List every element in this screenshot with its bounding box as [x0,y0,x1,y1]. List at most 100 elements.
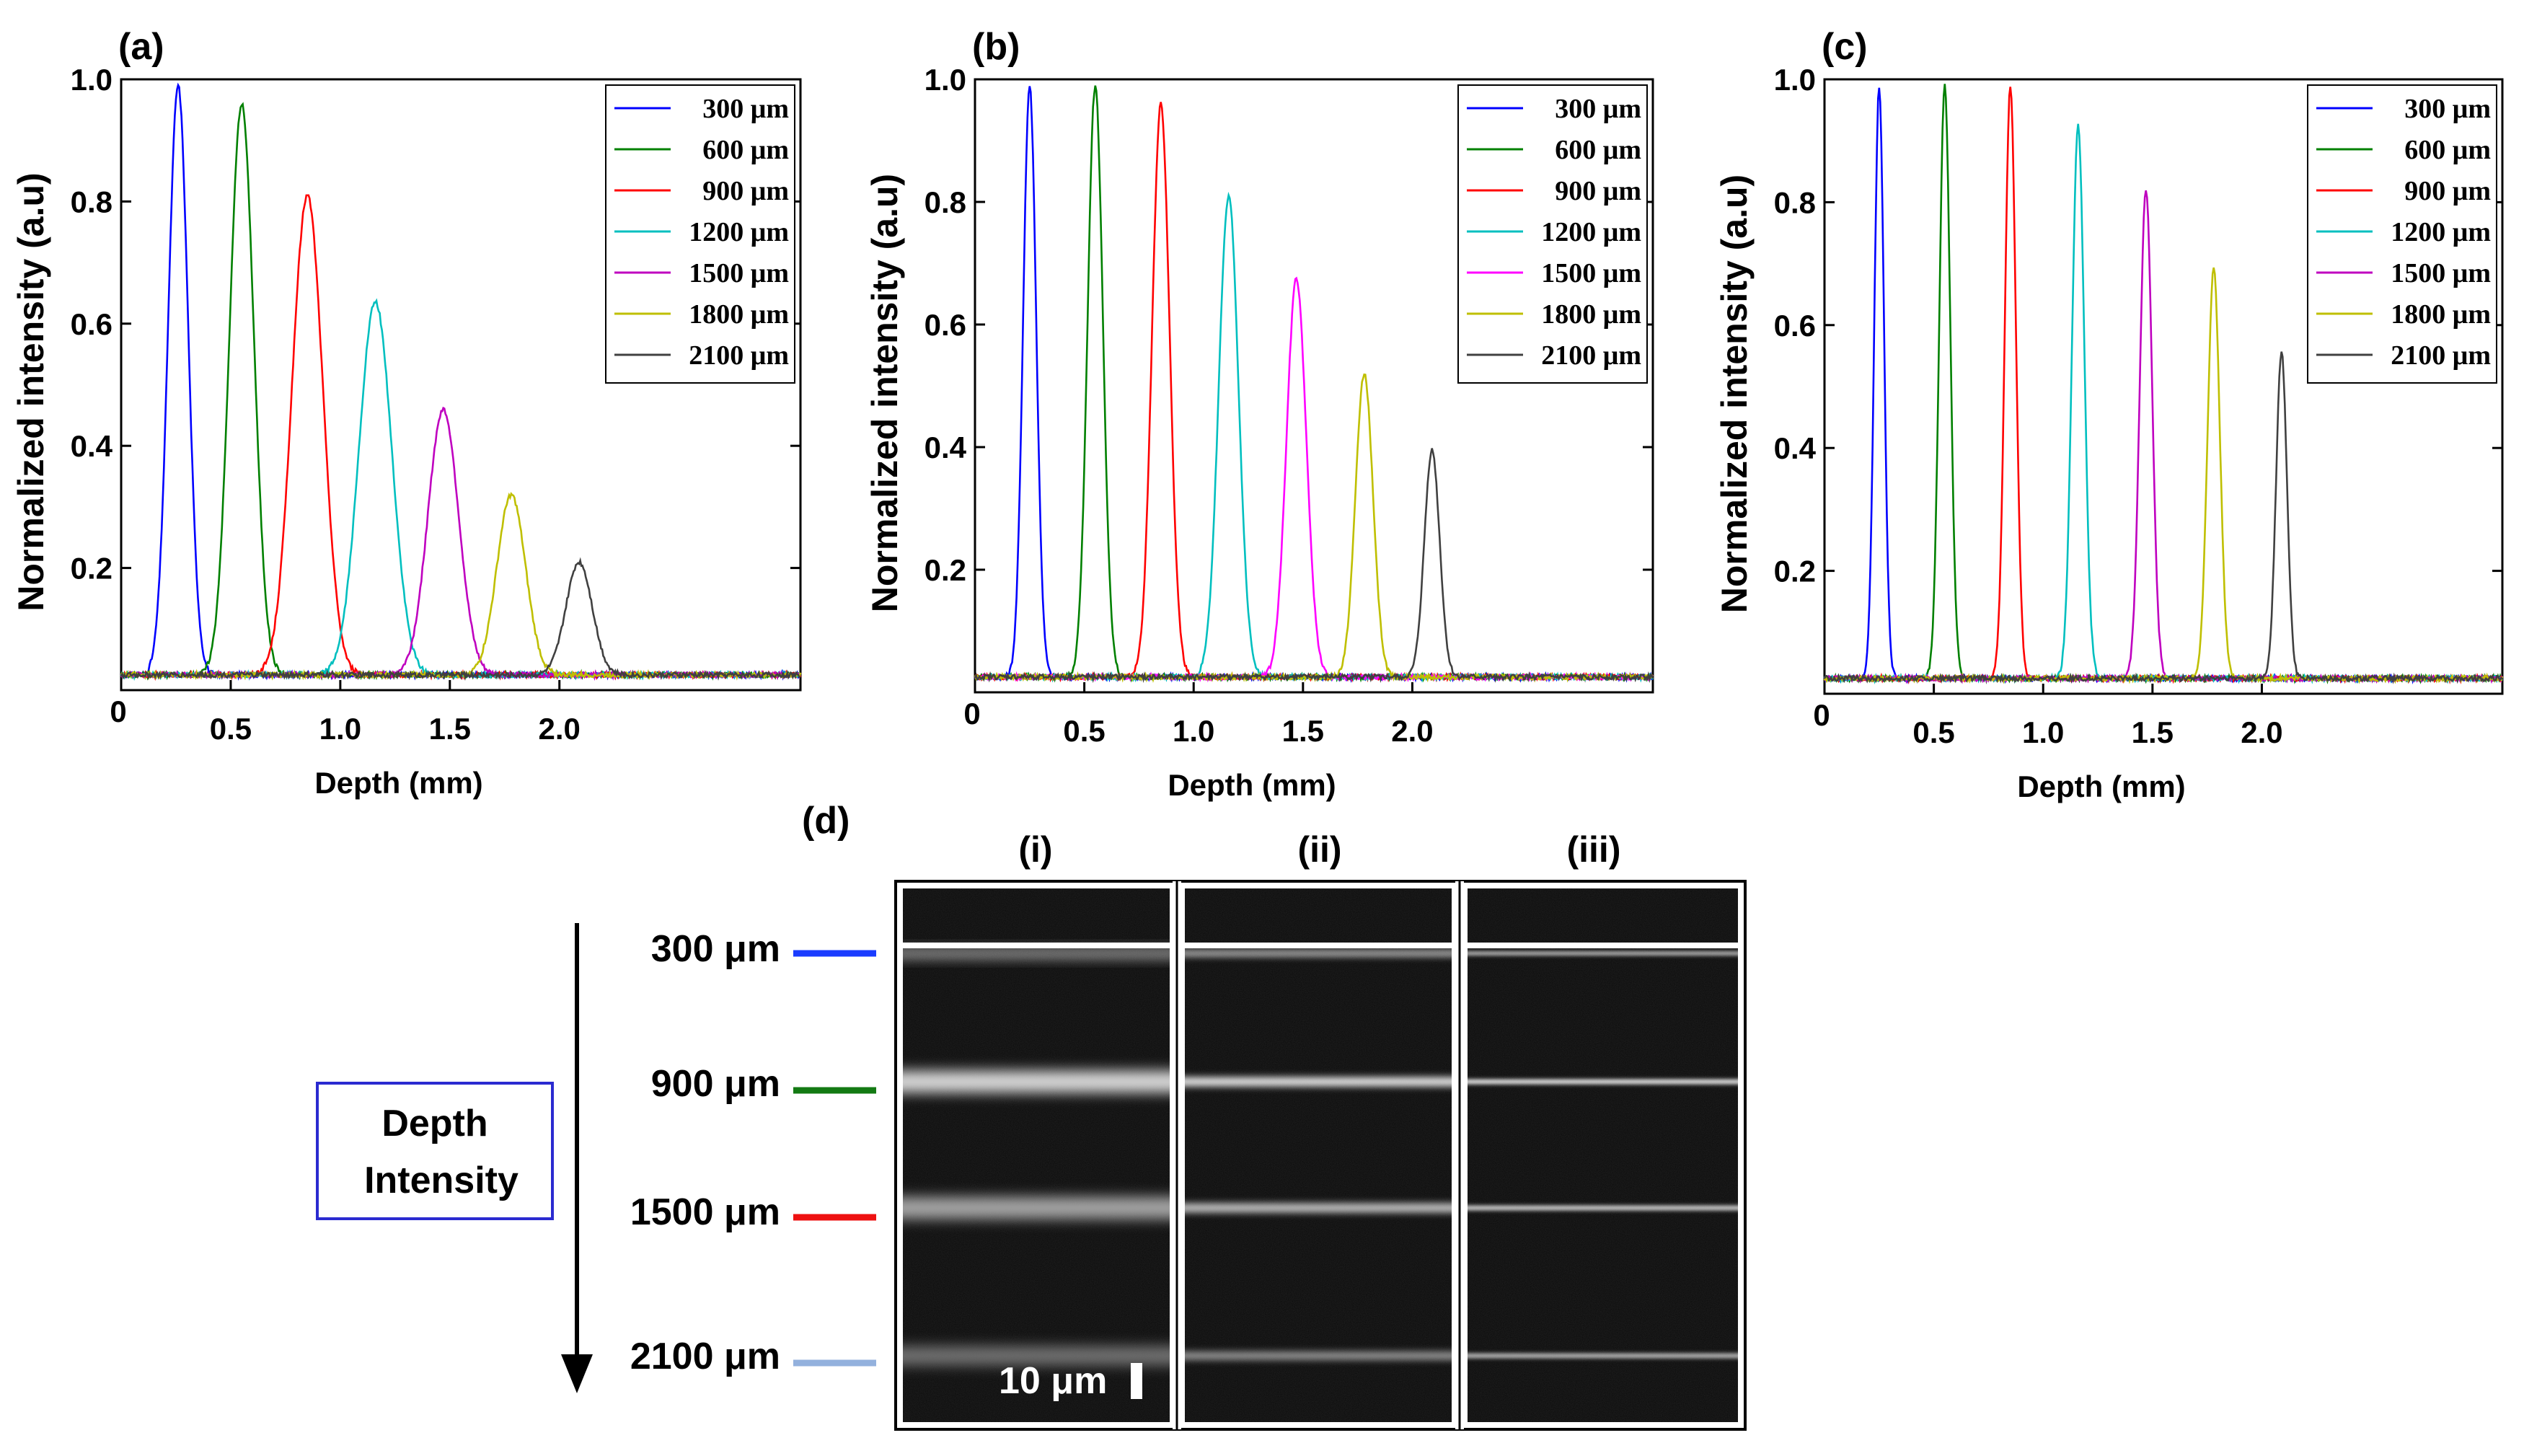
depth-marker-2100: 2100 μm [630,1336,876,1377]
y-tick-label: 0.8 [1774,185,1816,219]
legend-entry-label: 300 μm [702,94,789,124]
depth-band [1468,1206,1738,1210]
y-tick-label: 0.6 [925,308,966,342]
image-strip-iii [1468,888,1738,1422]
series-line-1500 [120,406,802,681]
y-tick-label: 0.6 [71,307,112,341]
legend-entry-label: 2100 μm [1541,340,1641,371]
x-tick-label: 1.5 [429,712,471,746]
x-axis-label: Depth (mm) [1168,768,1336,802]
legend-entry-label: 1500 μm [2391,258,2491,288]
scale-bar [1131,1363,1142,1399]
legend-entry-label: 2100 μm [2391,340,2491,371]
x-tick-label: 0.5 [1063,714,1105,748]
y-axis-label: Normalized intensity (a.u) [1714,175,1755,613]
depth-marker-label: 1500 μm [630,1191,780,1233]
column-header-i: (i) [1018,829,1052,870]
series-line-2100 [974,448,1654,684]
x-tick-label: 1.0 [319,712,361,746]
legend: 300 μm 600 μm 900 μm 1200 μm 1500 μm 1800 μm 2… [1457,84,1648,384]
depth-marker-900: 900 μm [651,1063,876,1105]
legend-entry-label: 1200 μm [689,217,789,247]
depth-band [903,1346,1170,1365]
legend-entry-label: 1800 μm [2391,299,2491,330]
plot-area-frame [120,78,802,692]
panel-label: (c) [1822,26,1868,68]
y-axis-label: Normalized intensity (a.u) [11,172,51,611]
legend-entry-label: 1200 μm [2391,217,2491,247]
y-tick-label: 0.4 [71,429,113,463]
legend-entry-label: 1200 μm [1541,217,1641,247]
y-tick-label: 0.8 [925,185,966,219]
legend-entry-label: 2100 μm [689,340,789,371]
series-line-2100 [1823,351,2503,684]
depth-band [1185,1352,1452,1359]
depth-band [1468,1354,1738,1358]
y-tick-label: 1.0 [925,63,966,97]
origin-label: 0 [110,694,126,728]
legend-entry-label: 1800 μm [1541,299,1641,330]
x-tick-label: 0.5 [1912,715,1954,749]
y-tick-label: 0.4 [925,431,967,464]
origin-label: 0 [963,697,980,731]
x-tick-label: 2.0 [539,712,581,746]
depth-arrow-head-icon [561,1354,593,1393]
series-line-2100 [120,557,801,681]
y-tick-label: 0.2 [71,552,112,586]
legend: 300 μm 600 μm 900 μm 1200 μm 1500 μm 1800 μm 2… [605,84,795,384]
depth-marker-label: 900 μm [651,1063,780,1105]
line-chart-panels: (a) 0.2 0.4 0.6 0.8 1.0 0 0.5 1.0 1.5 2.0 Depth (mm… [11,26,2504,803]
x-tick-label: 1.0 [1173,714,1214,748]
legend-box [605,84,795,384]
column-header-iii: (iii) [1567,829,1621,870]
depth-marker-300: 300 μm [651,928,876,970]
x-axis-label: Depth (mm) [2017,769,2185,803]
y-tick-label: 0.2 [1774,555,1816,588]
plot-area-frame [974,78,1654,694]
panel-d-label: (d) [802,800,850,842]
column-header-ii: (ii) [1297,829,1341,870]
x-tick-label: 0.5 [210,712,252,746]
y-tick-label: 0.6 [1774,309,1816,343]
depth-marker-label: 2100 μm [630,1336,780,1377]
x-tick-label: 1.5 [2132,715,2174,749]
legend-entry-label: 900 μm [2404,176,2491,206]
legend-entry-label: 300 μm [2404,94,2491,124]
y-tick-label: 0.2 [925,553,966,587]
x-axis-label: Depth (mm) [314,766,482,800]
y-tick-label: 0.4 [1774,431,1817,465]
strip-noise [1468,888,1738,1422]
legend: 300 μm 600 μm 900 μm 1200 μm 1500 μm 1800 μm 2… [2307,84,2497,384]
strip-top-edge [903,943,1170,948]
image-strips [903,881,1738,1429]
depth-marker-label: 300 μm [651,928,780,970]
y-tick-label: 0.8 [71,185,112,219]
chart-panel-b: (b) 0.2 0.4 0.6 0.8 1.0 0 0.5 1.0 1.5 2.0 Depth (mm… [865,26,1654,802]
depth-band [903,1071,1170,1093]
strip-noise [903,888,1170,1422]
depth-band [903,950,1170,956]
depth-band [1468,952,1738,955]
series-line-1800 [974,373,1654,683]
legend-box [2307,84,2497,384]
depth-band [1185,1077,1452,1086]
panel-d: (d) (i) (ii) (iii) Depth Intensity 300 μ… [316,800,1747,1431]
plot-area-frame [1823,78,2504,695]
y-tick-label: 1.0 [71,63,112,97]
legend-box [1457,84,1648,384]
image-strip-i [903,888,1170,1422]
image-strip-ii [1185,888,1452,1422]
depth-band [903,1197,1170,1219]
depth-intensity-label-line2: Intensity [364,1160,519,1201]
legend-entry-label: 600 μm [2404,135,2491,165]
legend-entry-label: 1500 μm [1541,258,1641,288]
depth-intensity-label-line1: Depth [381,1103,487,1144]
depth-band [1468,1080,1738,1084]
depth-intensity-box [316,1082,554,1220]
legend-entry-label: 1800 μm [689,299,789,330]
strip-top-edge [1185,943,1452,948]
y-axis-label: Normalized intensity (a.u) [865,174,905,612]
x-tick-label: 1.0 [2022,715,2064,749]
x-tick-label: 2.0 [2241,715,2282,749]
